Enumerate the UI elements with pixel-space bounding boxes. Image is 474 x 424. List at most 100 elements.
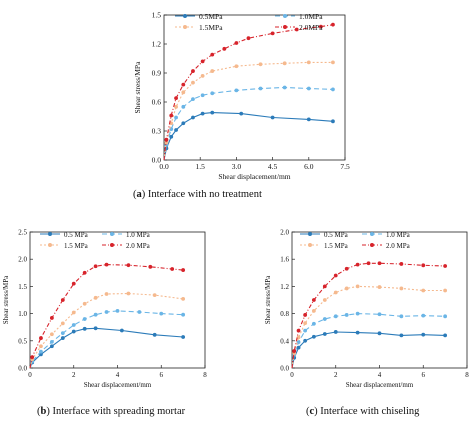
legend-marker [283,25,287,29]
x-tick-label: 8 [203,371,207,379]
legend-marker [308,243,312,247]
data-point [421,332,426,337]
data-point [191,97,195,101]
data-point [174,104,178,109]
legend: 0.5 MPa 1.0 MPa 1.5 MPa 2.0 MPa [40,231,151,250]
data-point [30,355,35,360]
data-point [39,336,43,340]
data-point [234,64,239,69]
legend-label: 1.5 MPa [64,242,89,250]
data-point [82,301,87,306]
data-point [210,52,215,57]
data-point [377,312,382,317]
data-point [311,308,316,313]
data-point [366,261,371,266]
series-3 [29,262,186,369]
data-point [210,110,215,115]
data-point [311,298,316,302]
data-point [174,96,178,101]
data-point [181,297,186,301]
data-point [296,335,301,340]
series-1 [29,308,186,369]
data-point [355,330,360,335]
data-point [181,104,186,109]
data-point [355,311,360,316]
data-point [377,285,382,289]
x-tick-label: 0 [28,371,32,379]
plot-frame [163,14,346,161]
caption-a: (a) Interface with no treatment [133,189,262,200]
data-point [137,310,142,314]
data-point [399,286,404,291]
data-point [303,321,308,326]
data-point [152,293,157,298]
x-tick-label: 0.0 [159,162,169,171]
data-point [60,336,65,340]
caption-c: (c) Interface with chiseling [306,406,420,417]
legend-marker [48,243,52,247]
data-point [355,284,360,289]
y-tick-label: 1.5 [152,11,162,20]
data-point [115,308,120,313]
data-point [60,321,65,326]
series-line [29,264,184,369]
data-point [152,332,157,337]
series-0 [163,110,335,161]
chart-1: 0 2 4 6 8 0.0 0.5 1.0 1.5 2.0 2.5 Shear displacemen… [2,229,207,390]
data-point [303,338,308,343]
y-tick-label: 0.5 [18,337,27,345]
data-point [296,328,301,333]
data-point [119,328,124,333]
legend-marker [110,232,114,236]
data-point [159,311,164,316]
data-point [258,62,263,67]
legend-marker [370,232,374,236]
data-point [443,333,448,338]
y-tick-label: 0.3 [152,127,162,136]
data-point [344,286,349,291]
series-line [163,24,333,161]
x-axis-label: Shear displacement/mm [346,381,414,389]
x-tick-label: 4 [116,371,120,379]
data-point [164,140,169,145]
y-tick-label: 2.0 [280,229,289,237]
series-line [29,292,184,369]
legend-label: 0.5MPa [199,12,223,21]
legend-label: 0.5 MPa [324,231,349,239]
legend-marker [110,243,114,247]
data-point [181,268,186,272]
data-point [148,264,153,269]
data-point [222,46,227,51]
data-point [296,340,301,345]
data-point [399,262,404,266]
data-point [169,113,174,118]
legend-marker [183,25,187,29]
data-point [191,80,195,85]
data-point [421,313,426,318]
x-tick-label: 4.5 [268,162,278,171]
legend-marker [48,232,52,236]
data-point [174,128,178,132]
data-point [191,69,195,73]
legend-label: 0.5 MPa [64,231,89,239]
data-point [60,298,65,302]
data-point [443,314,448,319]
legend-label: 2.0 MPa [386,242,411,250]
legend-label: 1.0 MPa [126,231,151,239]
chart-2: 0 2 4 6 8 0.0 0.4 0.8 1.2 1.6 2.0 Shear displacemen… [264,229,469,390]
y-tick-label: 1.0 [18,310,27,318]
y-axis-label: Shear stress/MPa [2,275,10,324]
y-tick-label: 1.2 [152,40,162,49]
x-tick-label: 1.5 [196,162,206,171]
data-point [181,312,186,317]
data-point [331,119,335,124]
data-point [200,93,205,98]
y-tick-label: 0.9 [152,69,162,78]
data-point [93,312,98,317]
data-point [93,295,98,300]
series-2 [29,291,186,369]
series-line [291,262,446,369]
data-point [49,339,54,344]
data-point [82,270,87,275]
x-tick-label: 2 [334,371,338,379]
